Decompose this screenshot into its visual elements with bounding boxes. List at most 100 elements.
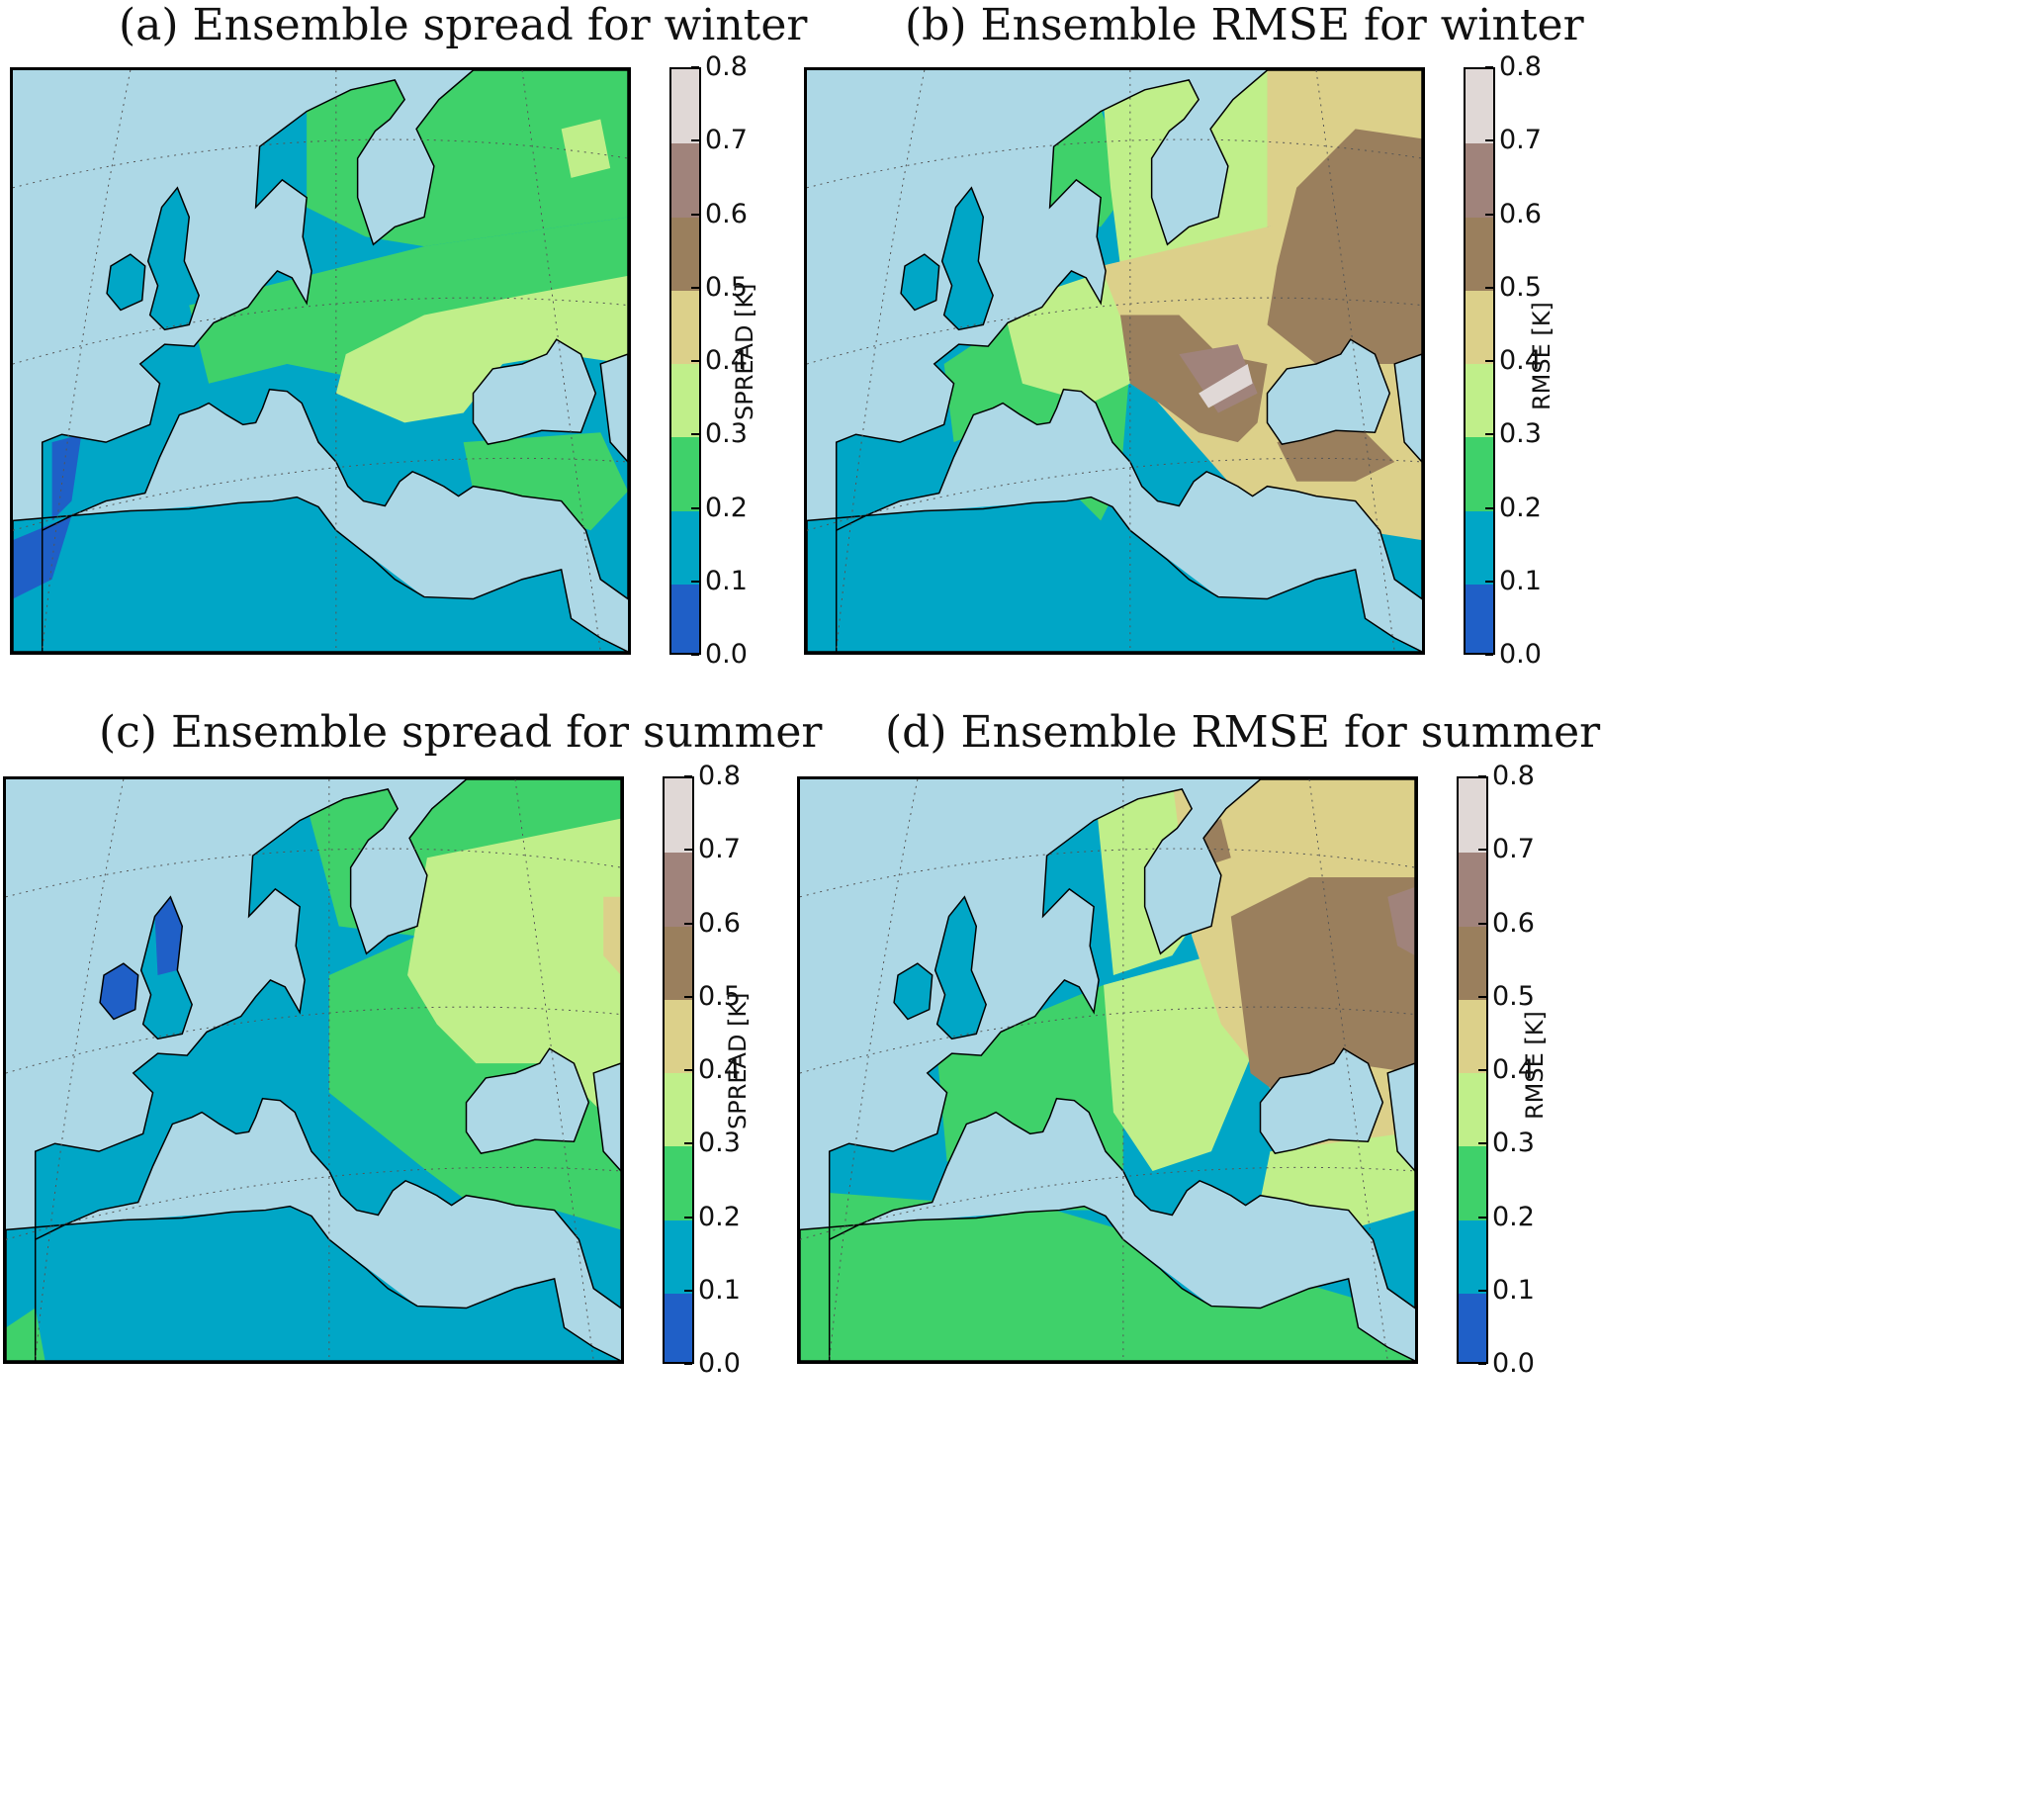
colorbar-tick-label: 0.1 [1492,1274,1535,1306]
colorbar-band-2 [1466,436,1493,511]
contour-region [463,432,628,531]
graticule-line [1315,70,1395,652]
colorbar-tick-label: 0.7 [698,834,741,865]
panel-b-colorbar [1464,67,1495,655]
colorbar-tick-label: 0.5 [698,980,741,1012]
colorbar-tick [1478,775,1486,777]
colorbar-tick-label: 0.5 [1499,271,1542,303]
colorbar-tick [1485,433,1493,436]
colorbar-tick [1485,580,1493,583]
colorbar-tick-label: 0.1 [705,565,748,596]
colorbar-tick [691,580,699,583]
colorbar-band-7 [665,778,692,854]
map-canvas [807,70,1422,652]
colorbar-band-7 [1466,69,1493,144]
contour-region [603,896,621,975]
graticule-line [800,1006,1415,1074]
colorbar-tick-label: 0.6 [1492,907,1535,939]
colorbar-tick-label: 0.6 [1499,198,1542,229]
contour-region [1267,129,1422,364]
panel-c-colorbar [663,776,694,1364]
colorbar-tick [684,1289,692,1292]
caspian-sea [599,353,628,464]
colorbar-tick-label: 0.7 [705,125,748,156]
panel-b-title: (b) Ensemble RMSE for winter [905,0,1584,50]
colorbar-band-2 [665,1145,692,1220]
coastline [146,186,200,331]
colorbar-band-1 [1459,1219,1486,1294]
colorbar-tick-label: 0.0 [705,639,748,670]
colorbar-tick [691,286,699,289]
colorbar-tick [691,654,699,656]
colorbar-band-0 [1466,583,1493,653]
colorbar-tick [1478,1216,1486,1219]
colorbar-tick [1478,849,1486,852]
colorbar-tick [684,849,692,852]
colorbar-tick [1485,66,1493,68]
colorbar-tick [684,1142,692,1145]
colorbar-tick-label: 0.6 [705,198,748,229]
colorbar-band-2 [1459,1145,1486,1220]
colorbar-band-4 [1466,289,1493,364]
colorbar-band-5 [671,216,699,291]
colorbar-tick [1478,922,1486,925]
colorbar-tick-label: 0.3 [698,1128,741,1159]
colorbar-band-0 [665,1292,692,1362]
colorbar-tick [1485,654,1493,656]
colorbar-band-4 [665,998,692,1073]
colorbar-tick-label: 0.4 [1499,345,1542,376]
colorbar-band-0 [1459,1292,1486,1362]
colorbar-band-7 [671,69,699,144]
colorbar-band-0 [671,583,699,653]
colorbar-tick-label: 0.5 [1492,980,1535,1012]
contour-region [335,275,628,423]
contour-region [1179,344,1258,413]
black-sea [1259,1047,1384,1154]
graticule-line [1308,779,1388,1361]
coastline [933,895,987,1040]
colorbar-band-1 [665,1219,692,1294]
graticule-line [829,779,919,1361]
coastline [139,895,193,1040]
colorbar-tick [1478,1142,1486,1145]
map-canvas [13,70,628,652]
coastline [940,186,994,331]
colorbar-tick-label: 0.4 [1492,1054,1535,1085]
graticule-line [35,779,125,1361]
coastline [807,70,1422,652]
caspian-sea [1393,353,1422,464]
contour-region [800,1190,1415,1361]
panel-a-colorbar [669,67,701,655]
graticule-line [514,779,594,1361]
colorbar-tick-label: 0.5 [705,271,748,303]
colorbar-band-6 [1466,142,1493,218]
graticule-line [42,70,132,652]
colorbar-tick [1485,213,1493,216]
colorbar-tick [1478,1289,1486,1292]
colorbar-tick-label: 0.1 [698,1274,741,1306]
colorbar-tick-label: 0.2 [1499,492,1542,523]
colorbar-band-3 [1466,363,1493,438]
colorbar-tick [684,995,692,998]
contour-region [154,896,183,975]
colorbar-tick [684,922,692,925]
contour-region [407,818,621,1132]
colorbar-tick-label: 0.3 [1499,418,1542,450]
colorbar-tick-label: 0.2 [698,1201,741,1232]
colorbar-tick [684,1216,692,1219]
coastline [99,962,139,1021]
colorbar-tick-label: 0.0 [1499,639,1542,670]
colorbar-tick [691,66,699,68]
colorbar-band-3 [1459,1072,1486,1147]
contour-region [1199,363,1253,408]
graticule-line [800,1166,1415,1240]
graticule-line [807,457,1422,531]
graticule-line [521,70,601,652]
contour-region [1230,876,1415,1103]
colorbar-tick [691,213,699,216]
colorbar-tick-label: 0.0 [1492,1348,1535,1379]
colorbar-band-3 [671,363,699,438]
colorbar-tick-label: 0.2 [1492,1201,1535,1232]
colorbar-band-6 [671,142,699,218]
graticule-line [807,297,1422,365]
